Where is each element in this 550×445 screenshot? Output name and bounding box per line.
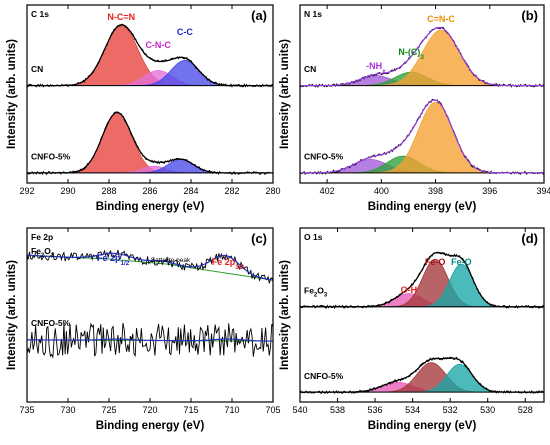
- y-axis-title: Intensity (arb. units): [279, 260, 291, 370]
- panel-d: Fe2O3 CNFO-5% O-H Fe-O Fe-O 540 538 536 534 532 53…: [279, 227, 545, 432]
- x-tick-label: 730: [60, 405, 75, 415]
- x-tick-label: 538: [330, 405, 345, 415]
- envelope-fit: [27, 111, 273, 174]
- sample-label: CN: [304, 64, 316, 74]
- region-label: C 1s: [31, 9, 49, 19]
- panel-label: (d): [521, 231, 538, 246]
- plot-area: [27, 23, 273, 176]
- plot-area: [27, 249, 273, 359]
- x-axis-title: Binding energy (eV): [96, 420, 205, 432]
- x-tick-label: 532: [443, 405, 458, 415]
- region-label: O 1s: [304, 232, 323, 242]
- peak-label: C-C: [177, 27, 193, 37]
- panel-label: (a): [251, 8, 267, 23]
- plot-area: [300, 26, 544, 176]
- peak-label: -NHx: [366, 61, 386, 75]
- region-label: Fe 2p: [31, 232, 53, 242]
- experimental-data: [27, 111, 273, 176]
- annotation-label: Fe 2p3/2: [212, 257, 245, 271]
- peak-n-c-n-s1: [27, 112, 273, 174]
- envelope-fit: [27, 24, 273, 87]
- x-tick-label: 725: [101, 405, 116, 415]
- x-tick-label: 735: [19, 405, 34, 415]
- envelope-fit: [27, 338, 273, 342]
- sample-label: CN: [31, 64, 43, 74]
- sample-label: Fe2O3: [31, 246, 55, 259]
- x-tick-label: 402: [320, 186, 335, 196]
- region-label: N 1s: [304, 9, 322, 19]
- envelope-fit: [300, 99, 544, 174]
- x-tick-label: 715: [183, 405, 198, 415]
- peak-label: N-(C)3: [398, 47, 424, 61]
- experimental-data: [27, 322, 273, 359]
- x-tick-label: 282: [224, 186, 239, 196]
- x-tick-label: 290: [60, 186, 75, 196]
- panel-b: CN CNFO-5% -NHx N-(C)3 C=N-C 402 400 398 396 394 N…: [279, 4, 550, 213]
- x-tick-label: 288: [101, 186, 116, 196]
- peak-label: Fe-O: [451, 257, 472, 267]
- sample-label: CNFO-5%: [304, 371, 344, 381]
- panel-label: (c): [251, 231, 267, 246]
- x-tick-label: 280: [265, 186, 280, 196]
- y-axis-title: Intensity (arb. units): [279, 39, 291, 149]
- x-tick-label: 710: [224, 405, 239, 415]
- plot-frame: [299, 4, 545, 184]
- annotation-label: Sattelite peak: [151, 257, 191, 264]
- y-axis-title: Intensity (arb. units): [6, 39, 18, 149]
- peak-label: C-N-C: [145, 40, 171, 50]
- envelope-fit: [300, 26, 544, 87]
- panel-label: (b): [521, 8, 538, 23]
- x-tick-label: 540: [292, 405, 307, 415]
- sample-label: CNFO-5%: [31, 151, 71, 161]
- peak-label: C=N-C: [427, 14, 455, 24]
- peak-label: Fe-O: [425, 257, 446, 267]
- sample-label: CNFO-5%: [31, 318, 71, 328]
- x-tick-label: 400: [374, 186, 389, 196]
- envelope-fit: [300, 357, 544, 393]
- x-tick-label: 705: [265, 405, 280, 415]
- x-tick-label: 286: [142, 186, 157, 196]
- plot-area: [300, 251, 544, 395]
- plot-frame: [299, 227, 545, 403]
- annotation-label: Fe 2p1/2: [97, 253, 130, 267]
- y-axis-title: Intensity (arb. units): [6, 260, 18, 370]
- peak-label: N-C=N: [107, 12, 135, 22]
- envelope-fit: [300, 251, 544, 308]
- x-tick-label: 292: [19, 186, 34, 196]
- x-axis-title: Binding energy (eV): [368, 420, 477, 432]
- experimental-data: [27, 23, 273, 88]
- x-tick-label: 534: [405, 405, 420, 415]
- x-tick-label: 720: [142, 405, 157, 415]
- panel-a: CN CNFO-5% N-C=N C-N-C C-C 292 290 288 286 284 282…: [6, 4, 281, 213]
- peak-fe-o-s0: [300, 258, 544, 308]
- peak-c-n-c-s0: [27, 70, 273, 86]
- x-tick-label: 398: [428, 186, 443, 196]
- x-tick-label: 530: [480, 405, 495, 415]
- panel-c: Fe2O3 CNFO-5% Fe 2p1/2 Sattelite peak Fe 2p3…: [6, 227, 281, 432]
- envelope-fit: [27, 252, 273, 281]
- x-tick-label: 284: [183, 186, 198, 196]
- x-axis-title: Binding energy (eV): [368, 201, 477, 213]
- sample-label: Fe2O3: [304, 286, 328, 299]
- x-tick-label: 394: [536, 186, 550, 196]
- x-tick-label: 528: [518, 405, 533, 415]
- x-axis-title: Binding energy (eV): [96, 201, 205, 213]
- x-tick-label: 536: [368, 405, 383, 415]
- peak-label: O-H: [401, 285, 418, 295]
- sample-label: CNFO-5%: [304, 151, 344, 161]
- x-tick-label: 396: [482, 186, 497, 196]
